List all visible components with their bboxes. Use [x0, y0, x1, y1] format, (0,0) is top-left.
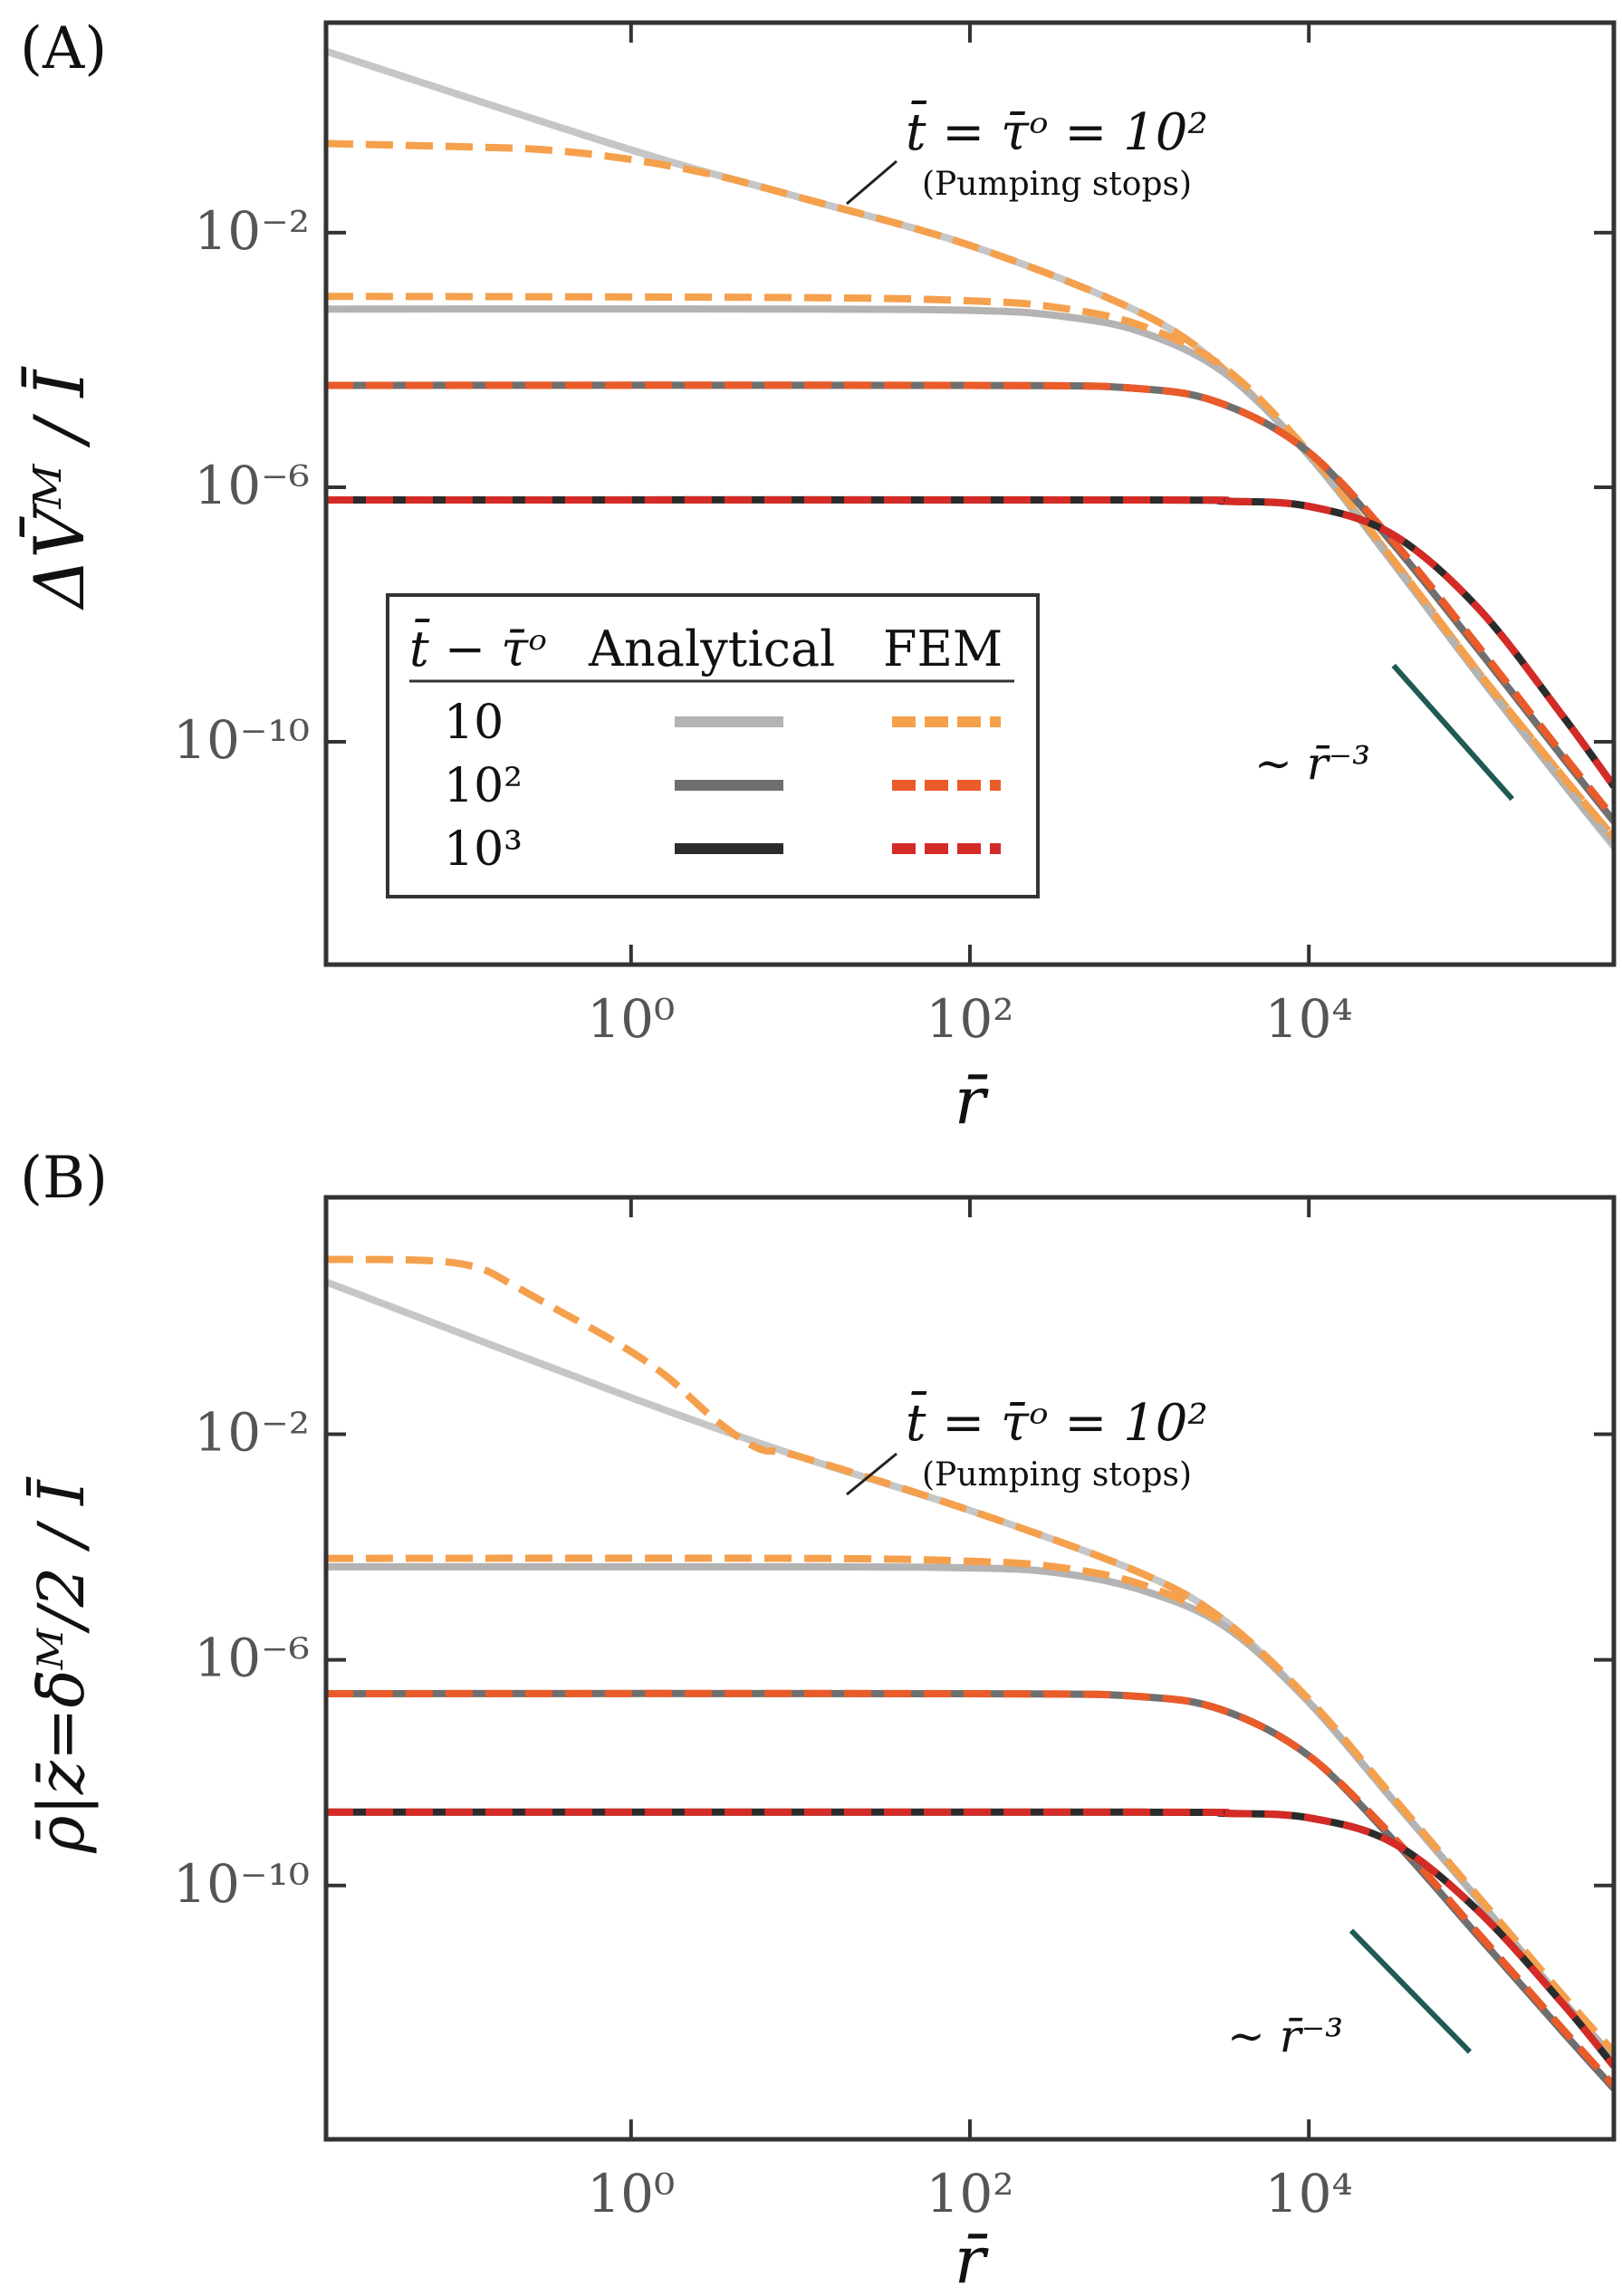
x-tick-label-b: 10² — [926, 2163, 1013, 2224]
annotation-main-b: t̄ = τ̄ᵒ = 10² — [906, 1390, 1208, 1453]
y-tick-label-a: 10⁻² — [194, 200, 310, 262]
series-line-b-1 — [326, 1255, 1614, 2055]
annotation-leader-b — [846, 1452, 897, 1496]
annotation-leader-a — [846, 159, 897, 206]
series-line-b-5 — [326, 1689, 1614, 2089]
y-axis-label-a: ΔV̄ᴹ / Ī — [18, 366, 100, 611]
legend-row-label: 10 — [444, 696, 504, 750]
y-axis-label-b: ρ̄|z̄=δ̄ᴹ/2 / Ī — [24, 1476, 99, 1854]
series-line-b-6 — [326, 1808, 1614, 2069]
series-line-b-3 — [326, 1554, 1614, 2055]
axes-frame-b — [323, 1195, 1617, 2142]
x-tick-label-a: 10⁴ — [1265, 988, 1353, 1050]
series-line-b-7 — [326, 1808, 1614, 2069]
series-line-a-7 — [326, 495, 1614, 789]
x-tick-label-a: 10² — [926, 988, 1013, 1050]
series-line-b-4 — [326, 1689, 1614, 2091]
slope-line-a — [1391, 663, 1514, 802]
legend: t̄ − τ̄ᵒ Analytical FEM 10 10² 10³ — [386, 593, 1040, 898]
annotation-sub-a: (Pumping stops) — [922, 166, 1192, 203]
legend-row-label: 10³ — [444, 822, 523, 877]
axis-ticks-b: 10⁰ 10² 10⁴ 10⁻² 10⁻⁶ 10⁻¹⁰ — [173, 1197, 1614, 2224]
slope-label-b: ∼ r̄⁻³ — [1227, 2010, 1343, 2062]
x-tick-label-b: 10⁴ — [1265, 2163, 1353, 2224]
annotation-sub-b: (Pumping stops) — [922, 1456, 1192, 1494]
slope-label-a: ∼ r̄⁻³ — [1254, 737, 1370, 790]
y-tick-label-a: 10⁻⁶ — [194, 455, 310, 516]
x-axis-label-a: r̄ — [955, 1062, 989, 1138]
series-line-a-1 — [326, 139, 1614, 841]
legend-header-fem: FEM — [883, 620, 1003, 677]
plot-area-a — [326, 47, 1614, 850]
axis-ticks-a: 10⁰ 10² 10⁴ 10⁻² 10⁻⁶ 10⁻¹⁰ — [173, 23, 1614, 1050]
plot-area-b — [326, 1255, 1614, 2091]
panel-label-a: (A) — [20, 15, 107, 82]
x-axis-label-b: r̄ — [955, 2222, 989, 2296]
x-tick-label-b: 10⁰ — [587, 2163, 675, 2224]
panel-label-b: (B) — [20, 1145, 108, 1212]
y-tick-label-b: 10⁻¹⁰ — [173, 1853, 310, 1915]
y-tick-label-b: 10⁻² — [194, 1402, 310, 1464]
series-line-a-5 — [326, 381, 1614, 821]
slope-line-b — [1348, 1928, 1473, 2054]
annotation-main-a: t̄ = τ̄ᵒ = 10² — [906, 100, 1208, 162]
axes-frame-a — [323, 20, 1617, 967]
series-line-a-3 — [326, 293, 1614, 841]
panel-a: (A) 10⁰ 10² 10⁴ 10⁻² 10⁻⁶ 10⁻¹⁰ t̄ = τ̄ᵒ = 10… — [18, 15, 1617, 1138]
legend-header-analytical: Analytical — [588, 620, 835, 677]
panel-b: (B) 10⁰ 10² 10⁴ 10⁻² 10⁻⁶ 10⁻¹⁰ t̄ = τ̄ᵒ = 10… — [20, 1145, 1617, 2296]
y-tick-label-a: 10⁻¹⁰ — [173, 709, 310, 771]
legend-row-label: 10² — [444, 759, 523, 813]
y-tick-label-b: 10⁻⁶ — [194, 1628, 310, 1689]
legend-header-time: t̄ − τ̄ᵒ — [409, 618, 547, 677]
x-tick-label-a: 10⁰ — [587, 988, 675, 1050]
